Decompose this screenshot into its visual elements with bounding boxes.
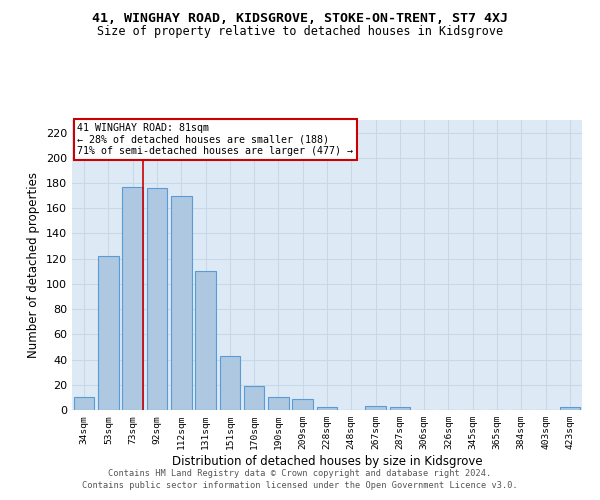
Bar [292,398,313,410]
Y-axis label: Number of detached properties: Number of detached properties [28,172,40,358]
Bar [220,356,240,410]
Bar [560,408,580,410]
Text: 41 WINGHAY ROAD: 81sqm
← 28% of detached houses are smaller (188)
71% of semi-de: 41 WINGHAY ROAD: 81sqm ← 28% of detached… [77,123,353,156]
Text: 41, WINGHAY ROAD, KIDSGROVE, STOKE-ON-TRENT, ST7 4XJ: 41, WINGHAY ROAD, KIDSGROVE, STOKE-ON-TR… [92,12,508,26]
Bar [268,398,289,410]
Bar [389,408,410,410]
Bar [317,408,337,410]
X-axis label: Distribution of detached houses by size in Kidsgrove: Distribution of detached houses by size … [172,455,482,468]
Bar [74,398,94,410]
Bar [171,196,191,410]
Bar [146,188,167,410]
Bar [122,187,143,410]
Bar [98,256,119,410]
Bar [365,406,386,410]
Text: Size of property relative to detached houses in Kidsgrove: Size of property relative to detached ho… [97,25,503,38]
Text: Contains HM Land Registry data © Crown copyright and database right 2024.: Contains HM Land Registry data © Crown c… [109,468,491,477]
Bar [244,386,265,410]
Text: Contains public sector information licensed under the Open Government Licence v3: Contains public sector information licen… [82,481,518,490]
Bar [195,272,216,410]
